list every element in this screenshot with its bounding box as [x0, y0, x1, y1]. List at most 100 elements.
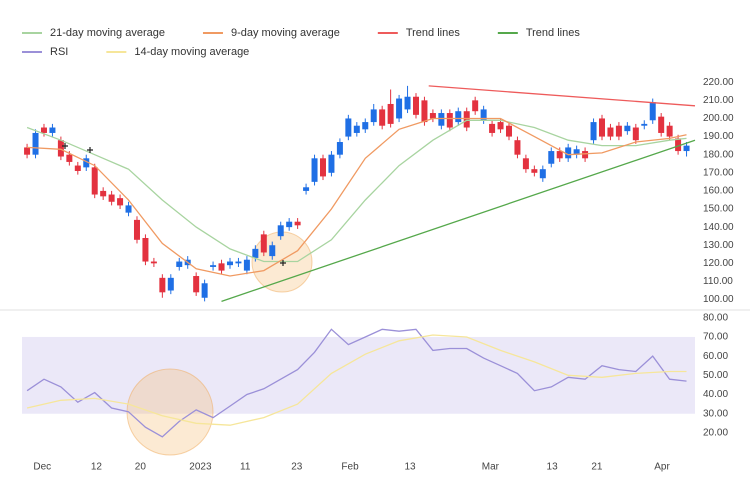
- candle-body: [252, 248, 259, 258]
- y-tick-label: 60.00: [703, 351, 728, 362]
- y-tick-label: 40.00: [703, 389, 728, 400]
- candle-body: [286, 221, 293, 228]
- candle-body: [429, 113, 436, 119]
- legend-label: Trend lines: [526, 27, 581, 39]
- series-line: [26, 119, 687, 263]
- x-tick-label: Dec: [33, 462, 51, 473]
- candle-body: [590, 122, 597, 141]
- candle-body: [396, 98, 403, 119]
- candle-body: [83, 158, 90, 168]
- candle-body: [505, 125, 512, 137]
- candle-body: [260, 234, 267, 253]
- series-line: [26, 334, 687, 426]
- candle-body: [632, 127, 639, 141]
- candle-body: [91, 167, 98, 195]
- series-line: [428, 85, 696, 107]
- x-tick-label: Feb: [341, 462, 359, 473]
- x-tick-label: 12: [91, 462, 103, 473]
- y-tick-label: 110.00: [703, 276, 733, 287]
- candle-body: [125, 205, 132, 213]
- candle-body: [421, 100, 428, 123]
- candle-body: [497, 122, 504, 130]
- y-tick-label: 200.00: [703, 113, 734, 124]
- rsi-band-layer: [22, 336, 695, 414]
- candle-body: [455, 111, 462, 123]
- candle-body: [108, 194, 115, 202]
- candle-body: [489, 123, 496, 133]
- candle-body: [345, 118, 352, 137]
- y-tick-label: 30.00: [703, 408, 728, 419]
- y-tick-label: 80.00: [703, 312, 728, 323]
- series-line: [26, 328, 687, 438]
- candle-body: [218, 263, 225, 271]
- candle-body: [598, 118, 605, 137]
- candle-body: [303, 187, 310, 191]
- candle-body: [531, 169, 538, 173]
- candle-body: [49, 127, 56, 133]
- legend-label: Trend lines: [406, 27, 461, 39]
- candle-body: [294, 221, 301, 226]
- candle-body: [438, 113, 445, 126]
- x-tick-label: 2023: [189, 462, 212, 473]
- candle-body: [117, 198, 124, 206]
- candle-body: [446, 113, 453, 128]
- candle-body: [24, 147, 31, 155]
- y-tick-label: 220.00: [703, 77, 734, 88]
- candle-body: [243, 259, 250, 271]
- x-tick-label: Apr: [654, 462, 670, 473]
- x-tick-label: 23: [291, 462, 303, 473]
- candle-body: [210, 265, 217, 267]
- candle-body: [607, 127, 614, 137]
- candle-body: [311, 158, 318, 182]
- candle-body: [193, 276, 200, 293]
- candle-body: [565, 147, 572, 159]
- candle-body: [142, 237, 149, 262]
- y-tick-label: 20.00: [703, 428, 728, 439]
- y-tick-label: 120.00: [703, 258, 734, 269]
- candle-body: [412, 96, 419, 115]
- candle-body: [353, 125, 360, 133]
- candle-body: [480, 109, 487, 121]
- candle-body: [683, 145, 690, 152]
- candle-body: [57, 140, 64, 157]
- candle-body: [167, 277, 174, 291]
- candle-body: [370, 109, 377, 123]
- candle-body: [150, 261, 157, 264]
- y-tick-label: 150.00: [703, 204, 734, 215]
- candle-body: [319, 158, 326, 177]
- legend-label: 9-day moving average: [231, 27, 340, 39]
- series-line: [221, 139, 696, 303]
- crosshair-marker: [280, 260, 286, 266]
- candle-body: [362, 122, 369, 130]
- candle-body: [582, 151, 589, 159]
- y-tick-label: 140.00: [703, 222, 734, 233]
- y-tick-label: 180.00: [703, 149, 734, 160]
- candle-body: [74, 165, 81, 171]
- candle-body: [539, 169, 546, 179]
- legend-label: RSI: [50, 46, 68, 58]
- candle-body: [336, 142, 343, 155]
- candle-body: [235, 261, 242, 264]
- y-tick-label: 70.00: [703, 332, 728, 343]
- candle-body: [666, 125, 673, 137]
- y-tick-label: 50.00: [703, 370, 728, 381]
- candle-body: [472, 100, 479, 112]
- candle-body: [269, 245, 276, 257]
- x-tick-label: 13: [405, 462, 417, 473]
- candle-body: [176, 261, 183, 267]
- candle-body: [32, 132, 39, 155]
- y-tick-label: 210.00: [703, 95, 734, 106]
- y-tick-label: 160.00: [703, 186, 734, 197]
- x-tick-label: 13: [547, 462, 559, 473]
- candle-body: [133, 219, 140, 240]
- candle-body: [615, 125, 622, 137]
- crosshair-marker: [62, 143, 68, 149]
- candle-body: [514, 140, 521, 155]
- x-tick-label: 20: [135, 462, 147, 473]
- candle-body: [556, 151, 563, 159]
- candle-body: [201, 283, 208, 298]
- candle-body: [548, 151, 555, 164]
- candle-body: [277, 225, 284, 237]
